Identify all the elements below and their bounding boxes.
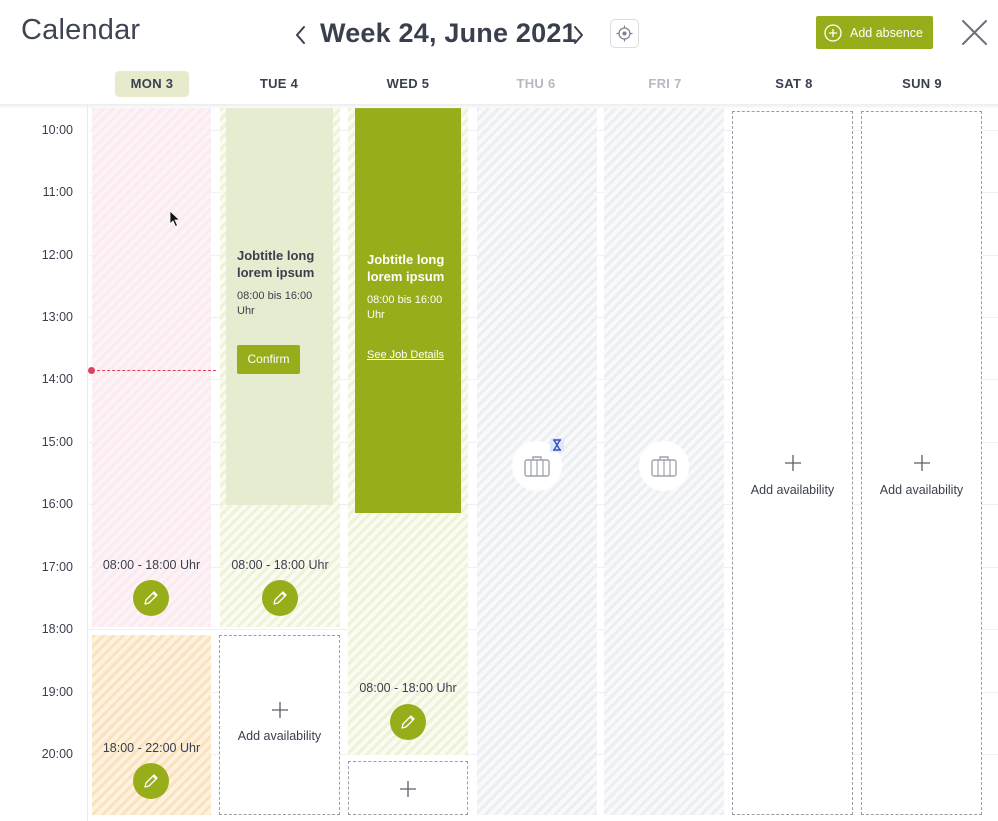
add-absence-label: Add absence	[850, 25, 923, 40]
hour-label: 18:00	[41, 622, 73, 636]
hour-label: 15:00	[41, 435, 73, 449]
next-week-button[interactable]	[569, 22, 587, 48]
today-button[interactable]	[610, 19, 639, 48]
edit-availability-button[interactable]	[133, 580, 169, 616]
add-availability-label: Add availability	[879, 483, 964, 497]
current-time-dot	[88, 367, 95, 374]
suitcase-icon	[651, 456, 677, 477]
calendar-header: Calendar Week 24, June 2021 Add absence …	[0, 0, 998, 104]
hour-label: 11:00	[42, 185, 73, 199]
job-card-pending[interactable]: Jobtitle long lorem ipsum 08:00 bis 16:0…	[226, 108, 333, 505]
day-header-mon[interactable]: MON 3	[115, 71, 189, 97]
page-title: Calendar	[21, 14, 141, 46]
hourglass-icon	[550, 438, 564, 452]
plus-icon	[270, 700, 290, 720]
availability-time: 08:00 - 18:00 Uhr	[102, 558, 201, 572]
hour-label: 17:00	[41, 560, 73, 574]
pencil-icon	[401, 715, 415, 729]
hour-label: 14:00	[41, 372, 73, 386]
see-job-details-link[interactable]: See Job Details	[367, 349, 445, 361]
week-title: Week 24, June 2021	[320, 18, 577, 48]
edit-availability-button[interactable]	[390, 704, 426, 740]
job-time: 08:00 bis 16:00 Uhr	[367, 294, 443, 321]
pencil-icon	[144, 591, 158, 605]
add-availability-slot-wed[interactable]	[348, 761, 468, 815]
current-time-line	[92, 370, 216, 371]
suitcase-badge	[639, 441, 689, 491]
hour-label: 10:00	[41, 123, 73, 137]
hour-label: 12:00	[41, 248, 73, 262]
job-card-confirmed[interactable]: Jobtitle long lorem ipsum 08:00 bis 16:0…	[355, 108, 461, 513]
job-time: 08:00 bis 16:00 Uhr	[237, 290, 313, 317]
availability-time: 18:00 - 22:00 Uhr	[102, 741, 201, 755]
hour-label: 16:00	[41, 497, 73, 511]
edit-availability-button[interactable]	[262, 580, 298, 616]
suitcase-icon	[524, 456, 550, 477]
absence-block-fri[interactable]	[604, 108, 724, 815]
availability-block-mon-evening[interactable]: 18:00 - 22:00 Uhr	[92, 635, 211, 815]
add-availability-slot-sat[interactable]: Add availability	[732, 111, 853, 815]
mouse-cursor-icon	[169, 210, 181, 228]
hour-label: 19:00	[41, 685, 73, 699]
day-header-wed[interactable]: WED 5	[386, 76, 430, 91]
time-column: 10:00 11:00 12:00 13:00 14:00 15:00 16:0…	[0, 104, 88, 821]
add-absence-button[interactable]: Add absence	[816, 16, 933, 49]
day-header-fri[interactable]: FRI 7	[648, 76, 682, 91]
close-button[interactable]	[961, 19, 988, 46]
plus-icon	[912, 453, 932, 473]
hour-label: 20:00	[41, 747, 73, 761]
day-header-sun[interactable]: SUN 9	[902, 76, 942, 91]
availability-time: 08:00 - 18:00 Uhr	[359, 681, 457, 695]
previous-week-button[interactable]	[292, 22, 310, 48]
add-availability-slot-sun[interactable]: Add availability	[861, 111, 982, 815]
add-availability-label: Add availability	[750, 483, 835, 497]
day-header-tue[interactable]: TUE 4	[259, 76, 299, 91]
plus-circle-icon	[824, 23, 842, 42]
hour-label: 13:00	[41, 310, 73, 324]
chevron-right-icon	[574, 26, 583, 44]
confirm-job-button[interactable]: Confirm	[237, 345, 300, 374]
plus-icon	[783, 453, 803, 473]
close-icon	[962, 20, 987, 45]
absence-block-thu[interactable]	[477, 108, 597, 815]
add-availability-slot-tue[interactable]: Add availability	[219, 635, 340, 815]
day-header-sat[interactable]: SAT 8	[775, 76, 813, 91]
header-divider	[0, 103, 998, 109]
job-title: Jobtitle long lorem ipsum	[367, 252, 445, 284]
edit-availability-button[interactable]	[133, 763, 169, 799]
plus-icon	[398, 779, 418, 799]
availability-time: 08:00 - 18:00 Uhr	[231, 558, 329, 572]
pencil-icon	[144, 774, 158, 788]
calendar-grid: 10:00 11:00 12:00 13:00 14:00 15:00 16:0…	[0, 104, 998, 821]
availability-block-mon[interactable]: 08:00 - 18:00 Uhr	[92, 108, 211, 627]
crosshair-icon	[616, 25, 633, 42]
pencil-icon	[273, 591, 287, 605]
job-title: Jobtitle long lorem ipsum	[237, 248, 315, 280]
chevron-left-icon	[296, 26, 305, 44]
add-availability-label: Add availability	[237, 729, 322, 743]
day-header-thu[interactable]: THU 6	[516, 76, 556, 91]
